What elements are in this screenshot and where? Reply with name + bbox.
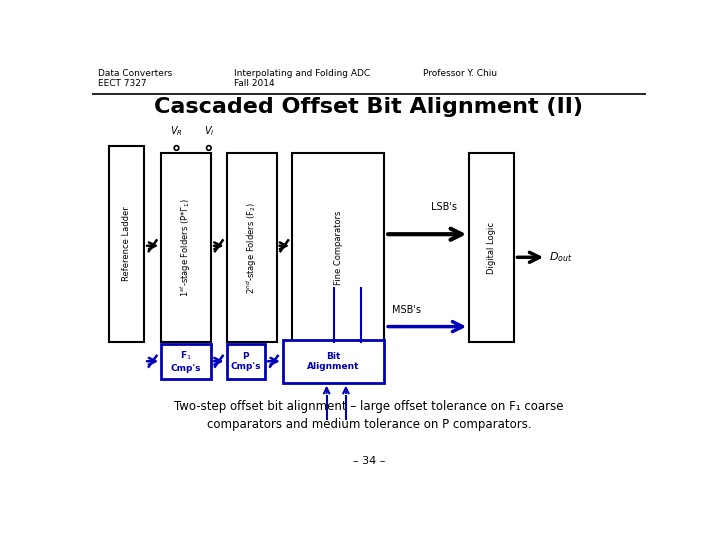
Text: Digital Logic: Digital Logic (487, 222, 496, 274)
Text: P
Cmp's: P Cmp's (230, 352, 261, 371)
Text: F$_1$
Cmp's: F$_1$ Cmp's (171, 350, 202, 373)
Bar (161, 343, 211, 379)
Text: 1$^{st}$-stage Folders (P*$Γ_1$): 1$^{st}$-stage Folders (P*$Γ_1$) (179, 198, 194, 297)
Text: $V_R$: $V_R$ (170, 124, 183, 138)
Text: Reference Ladder: Reference Ladder (122, 206, 131, 281)
Bar (469, 153, 514, 342)
Text: Professor Y. Chiu: Professor Y. Chiu (423, 69, 497, 78)
Text: Bit
Alignment: Bit Alignment (307, 352, 360, 372)
Bar (227, 343, 265, 379)
Text: 2$^{nd}$-stage Folders (F$_2$): 2$^{nd}$-stage Folders (F$_2$) (244, 202, 258, 294)
Text: Fine Comparators: Fine Comparators (333, 211, 343, 285)
Text: Data Converters
EECT 7327: Data Converters EECT 7327 (98, 69, 172, 88)
Text: Two-step offset bit alignment – large offset tolerance on F₁ coarse
comparators : Two-step offset bit alignment – large of… (174, 400, 564, 431)
Text: LSB's: LSB's (431, 202, 456, 212)
Bar (109, 146, 144, 342)
Text: $V_I$: $V_I$ (204, 124, 214, 138)
Text: – 34 –: – 34 – (353, 456, 385, 466)
Text: Cascaded Offset Bit Alignment (II): Cascaded Offset Bit Alignment (II) (155, 97, 583, 117)
Text: MSB's: MSB's (392, 305, 421, 315)
Text: Interpolating and Folding ADC
Fall 2014: Interpolating and Folding ADC Fall 2014 (234, 69, 370, 88)
Bar (227, 153, 276, 342)
Text: $D_{out}$: $D_{out}$ (549, 251, 572, 264)
Bar (292, 153, 384, 342)
Bar (161, 153, 211, 342)
Bar (283, 340, 384, 383)
